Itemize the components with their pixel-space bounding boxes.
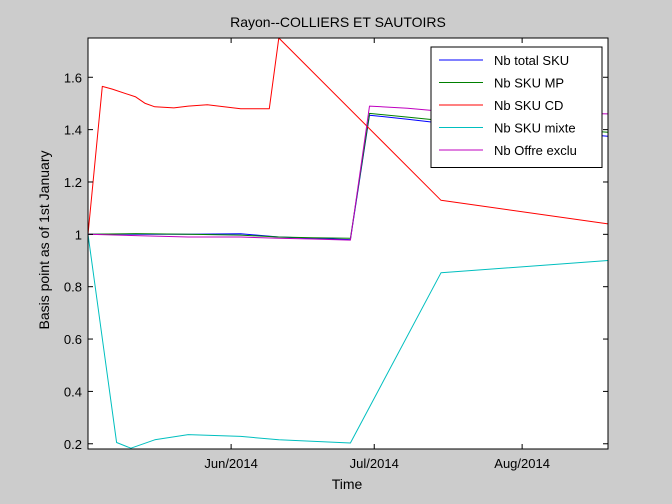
x-tick-label-2: Aug/2014 — [494, 456, 550, 471]
legend-label-2: Nb SKU CD — [494, 98, 563, 113]
x-tick-label-1: Jul/2014 — [350, 456, 399, 471]
y-tick-label-7: 1.6 — [64, 70, 82, 85]
legend-label-1: Nb SKU MP — [494, 76, 564, 91]
y-axis-ticks: 0.2 0.4 0.6 0.8 1 1.2 1.4 1.6 — [64, 70, 608, 452]
plot-frame — [87, 37, 609, 450]
x-axis-label: Time — [332, 476, 363, 492]
series-line-4 — [87, 105, 609, 241]
legend-label-4: Nb Offre exclu — [494, 143, 577, 158]
x-axis-ticks: Jun/2014 Jul/2014 Aug/2014 — [204, 38, 550, 471]
y-tick-label-3: 0.8 — [64, 280, 82, 295]
legend-label-0: Nb total SKU — [494, 53, 569, 68]
x-tick-label-0: Jun/2014 — [204, 456, 258, 471]
y-axis-label: Basis point as of 1st January — [36, 151, 52, 330]
series-line-2 — [87, 37, 609, 235]
y-tick-label-4: 1 — [75, 227, 82, 242]
y-tick-label-6: 1.4 — [64, 123, 82, 138]
chart-title: Rayon--COLLIERS ET SAUTOIRS — [230, 14, 446, 30]
legend-box — [430, 46, 603, 168]
y-tick-label-2: 0.6 — [64, 332, 82, 347]
series-line-3 — [87, 234, 609, 449]
y-tick-label-1: 0.4 — [64, 384, 82, 399]
y-tick-label-0: 0.2 — [64, 437, 82, 452]
series-line-1 — [87, 112, 609, 239]
y-tick-label-5: 1.2 — [64, 175, 82, 190]
legend-label-3: Nb SKU mixte — [494, 121, 576, 136]
legend: Nb total SKU Nb SKU MP Nb SKU CD Nb SKU mix… — [430, 46, 603, 168]
